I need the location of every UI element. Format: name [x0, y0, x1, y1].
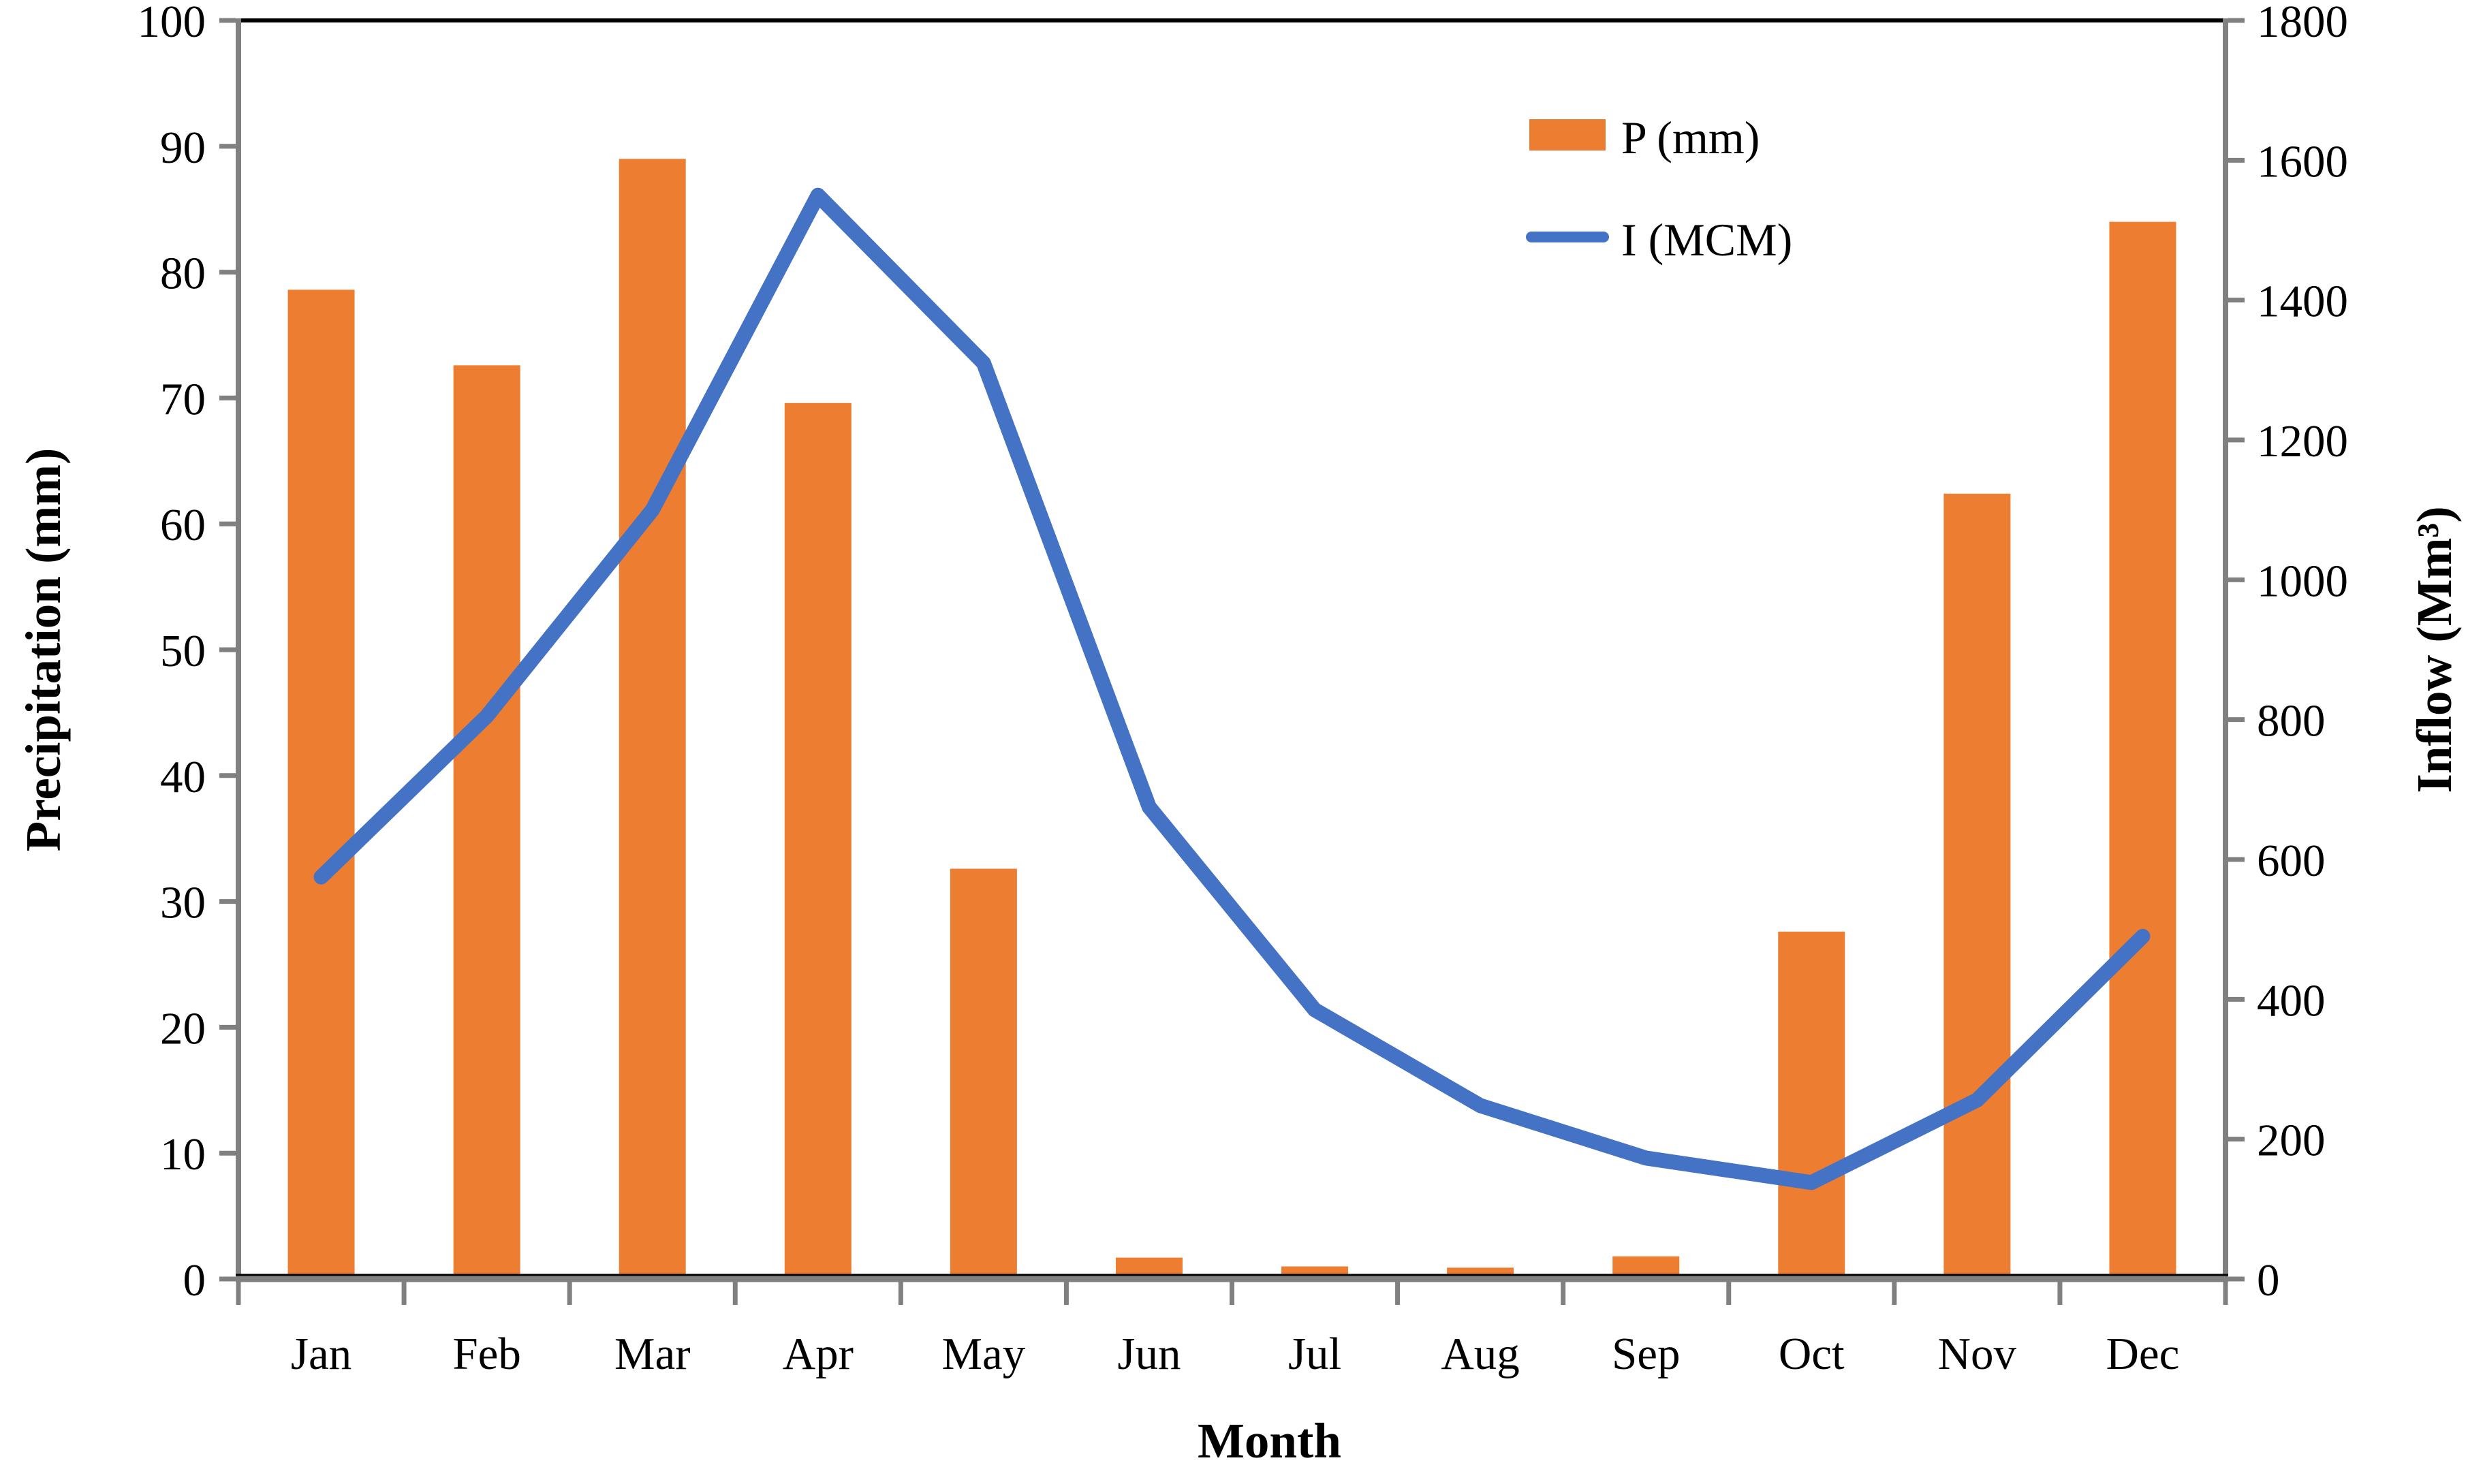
right-axis-tick-label: 1600	[2257, 136, 2348, 187]
bar-may	[950, 868, 1017, 1279]
x-tick-label-jan: Jan	[291, 1329, 352, 1379]
left-axis-tick-label: 20	[160, 1003, 206, 1054]
left-axis-title: Precipitation (mm)	[16, 448, 71, 852]
bar-nov	[1943, 493, 2011, 1279]
right-axis-tick-label: 800	[2257, 696, 2326, 746]
x-tick-label-aug: Aug	[1441, 1329, 1519, 1379]
x-tick-label-may: May	[941, 1329, 1025, 1379]
x-tick-label-sep: Sep	[1612, 1329, 1681, 1379]
bar-mar	[619, 159, 686, 1279]
x-tick-label-nov: Nov	[1938, 1329, 2017, 1379]
right-axis-tick-label: 0	[2257, 1255, 2280, 1306]
right-axis-tick-label: 1400	[2257, 277, 2348, 327]
left-axis-tick-label: 30	[160, 878, 206, 928]
left-axis-tick-label: 0	[183, 1255, 206, 1306]
right-axis-tick-label: 1200	[2257, 416, 2348, 467]
left-axis-tick-label: 10	[160, 1129, 206, 1180]
left-axis-tick-label: 80	[160, 249, 206, 299]
bar-apr	[784, 402, 852, 1279]
legend-swatch-precipitation	[1529, 119, 1606, 151]
bar-jan	[287, 289, 355, 1280]
x-tick-label-dec: Dec	[2106, 1329, 2180, 1379]
left-axis-tick-label: 60	[160, 500, 206, 550]
left-axis-tick-label: 90	[160, 123, 206, 173]
x-tick-label-oct: Oct	[1779, 1329, 1845, 1379]
left-axis-tick-label: 40	[160, 752, 206, 802]
right-axis-tick-label: 400	[2257, 975, 2326, 1026]
x-tick-label-apr: Apr	[783, 1329, 854, 1379]
left-axis-tick-label: 70	[160, 374, 206, 424]
bar-feb	[453, 365, 520, 1279]
x-tick-label-mar: Mar	[614, 1329, 691, 1379]
x-tick-label-jun: Jun	[1117, 1329, 1181, 1379]
left-axis-tick-label: 50	[160, 626, 206, 676]
right-axis-tick-label: 1000	[2257, 556, 2348, 606]
right-axis-title: Inflow (Mm³)	[2407, 506, 2462, 793]
bar-oct	[1778, 931, 1845, 1279]
legend-label-precipitation: P (mm)	[1621, 112, 1760, 163]
right-axis-tick-label: 1800	[2257, 0, 2348, 47]
x-axis-title: Month	[1198, 1413, 1341, 1468]
x-tick-label-jul: Jul	[1288, 1329, 1341, 1379]
bar-dec	[2109, 221, 2176, 1280]
right-axis-tick-label: 200	[2257, 1116, 2326, 1166]
right-axis-tick-label: 600	[2257, 836, 2326, 886]
x-tick-label-feb: Feb	[452, 1329, 521, 1379]
left-axis-tick-label: 100	[138, 0, 206, 47]
inflow-line	[313, 187, 2151, 1190]
legend-label-inflow: I (MCM)	[1621, 214, 1792, 266]
